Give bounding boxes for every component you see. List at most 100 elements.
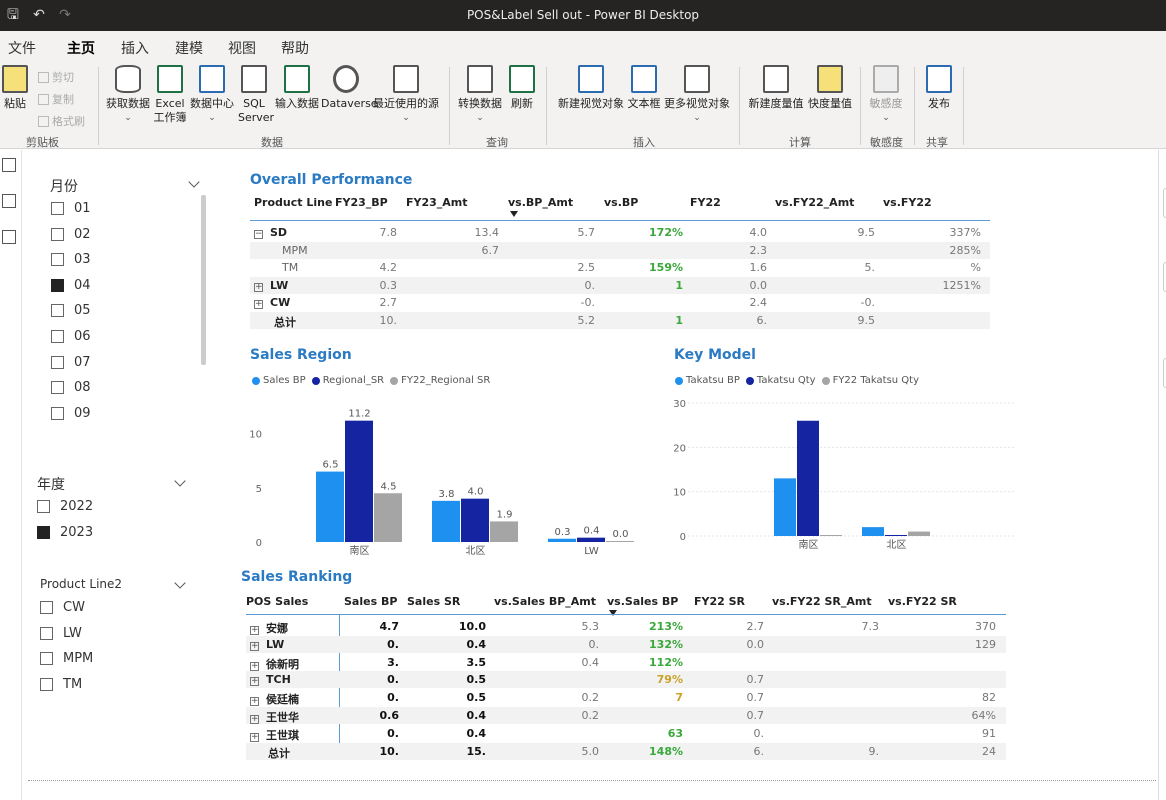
collapse-icon[interactable]: − xyxy=(254,229,263,239)
table-row[interactable]: + 徐新明 3. 3.5 0.4 112% xyxy=(246,654,1006,671)
more-visuals-button[interactable]: 更多视觉对象 ⌄ xyxy=(662,65,732,125)
column-header[interactable]: vs.Sales BP_Amt xyxy=(494,595,596,608)
checkbox[interactable] xyxy=(40,652,53,665)
slicer-option[interactable]: MPM xyxy=(40,651,93,666)
checkbox-checked[interactable] xyxy=(51,278,64,292)
model-view-icon[interactable] xyxy=(2,230,16,244)
bar[interactable] xyxy=(432,500,460,542)
column-header[interactable]: vs.BP_Amt xyxy=(508,196,573,209)
checkbox[interactable] xyxy=(51,202,64,215)
column-header[interactable]: vs.Sales BP xyxy=(607,595,678,608)
expand-icon[interactable]: + xyxy=(250,640,259,651)
bar[interactable] xyxy=(797,420,819,536)
slicer-option[interactable]: 08 xyxy=(51,380,91,395)
tab-file[interactable]: 文件 xyxy=(8,41,36,57)
column-header[interactable]: Product Line xyxy=(254,196,332,209)
table-row[interactable]: + LW 0. 0.4 0. 132% 0.0 129 xyxy=(246,635,1006,653)
expand-icon[interactable]: + xyxy=(250,731,259,742)
slicer-option[interactable]: 07 xyxy=(51,355,91,370)
paste-button[interactable]: 粘贴 xyxy=(2,65,28,111)
publish-button[interactable]: 发布 xyxy=(922,65,956,111)
sql-server-button[interactable]: SQL Server xyxy=(238,65,274,125)
bar[interactable] xyxy=(885,535,907,536)
checkbox[interactable] xyxy=(51,253,64,267)
table-row[interactable]: + 侯廷楠 0. 0.5 0.2 7 0.7 82 xyxy=(246,689,1006,707)
bar[interactable] xyxy=(345,420,373,542)
table-row[interactable]: + CW 2.7 -0. 2.4 -0. xyxy=(250,294,990,311)
excel-button[interactable]: Excel 工作簿 xyxy=(153,65,187,125)
expand-icon[interactable]: + xyxy=(250,696,259,707)
column-header[interactable]: vs.FY22 SR xyxy=(888,595,957,608)
data-view-icon[interactable] xyxy=(2,194,16,208)
format-painter-button[interactable]: 格式刷 xyxy=(38,113,85,129)
new-measure-button[interactable]: 新建度量值 xyxy=(746,65,806,111)
report-view-icon[interactable] xyxy=(2,158,16,172)
expand-icon[interactable]: + xyxy=(254,299,263,310)
tab-modeling[interactable]: 建模 xyxy=(175,41,203,57)
checkbox[interactable] xyxy=(51,227,64,241)
sensitivity-button[interactable]: 敏感度 ⌄ xyxy=(866,65,906,125)
checkbox[interactable] xyxy=(51,381,64,395)
expand-icon[interactable]: + xyxy=(250,714,259,724)
table-row[interactable]: MPM 6.7 2.3 285% xyxy=(250,241,990,259)
checkbox[interactable] xyxy=(40,626,53,640)
bar[interactable] xyxy=(774,478,796,536)
table-row[interactable]: + 王世华 0.6 0.4 0.2 0.7 64% xyxy=(246,707,1006,724)
table-row[interactable]: + LW 0.3 0. 1 0.0 1251% xyxy=(250,276,990,294)
tab-insert[interactable]: 插入 xyxy=(121,41,149,57)
column-header[interactable]: vs.BP xyxy=(604,196,638,209)
recent-sources-button[interactable]: 最近使用的源 ⌄ xyxy=(372,65,440,125)
column-header[interactable]: vs.FY22_Amt xyxy=(775,196,854,209)
slicer-option[interactable]: 01 xyxy=(51,201,91,216)
column-header[interactable]: FY22 SR xyxy=(694,595,745,608)
slicer-option[interactable]: 05 xyxy=(51,303,91,318)
tab-view[interactable]: 视图 xyxy=(228,41,256,57)
bar[interactable] xyxy=(820,535,842,536)
column-header[interactable]: POS Sales xyxy=(246,595,308,608)
checkbox[interactable] xyxy=(51,355,64,369)
tab-help[interactable]: 帮助 xyxy=(281,41,309,57)
checkbox[interactable] xyxy=(40,601,53,614)
refresh-button[interactable]: 刷新 xyxy=(507,65,537,111)
text-box-button[interactable]: 文本框 xyxy=(626,65,662,111)
column-header[interactable]: FY23_Amt xyxy=(406,196,468,209)
dataverse-button[interactable]: Dataverse xyxy=(321,65,378,111)
table-row[interactable]: TM 4.2 2.5 159% 1.6 5.% xyxy=(250,259,990,276)
table-row[interactable]: + TCH 0. 0.5 79% 0.7 xyxy=(246,671,1006,689)
slicer-option[interactable]: 2023 xyxy=(37,525,93,540)
bar[interactable] xyxy=(490,521,518,542)
slicer-option[interactable]: TM xyxy=(40,677,82,692)
get-data-button[interactable]: 获取数据 ⌄ xyxy=(104,65,152,125)
filters-pane-tab[interactable] xyxy=(1163,188,1166,218)
table-row[interactable]: − SD 7.8 13.4 5.7 172% 4.0 9.5 337% xyxy=(250,224,990,241)
expand-icon[interactable]: + xyxy=(254,281,263,292)
slicer-option[interactable]: CW xyxy=(40,600,85,615)
cut-button[interactable]: 剪切 xyxy=(38,69,74,85)
expand-icon[interactable]: + xyxy=(250,625,259,635)
slicer-option[interactable]: LW xyxy=(40,626,82,641)
fields-pane-tab[interactable] xyxy=(1163,358,1166,388)
checkbox[interactable] xyxy=(37,500,50,513)
checkbox[interactable] xyxy=(40,677,53,691)
column-header[interactable]: vs.FY22 xyxy=(883,196,932,209)
visualizations-pane-tab[interactable] xyxy=(1163,262,1166,292)
column-header[interactable]: Sales BP xyxy=(344,595,397,608)
column-header[interactable]: Sales SR xyxy=(407,595,460,608)
bar[interactable] xyxy=(374,493,402,542)
bar[interactable] xyxy=(862,527,884,536)
bar[interactable] xyxy=(606,541,634,542)
save-icon[interactable]: 🖫 xyxy=(7,7,19,23)
bar[interactable] xyxy=(461,498,489,542)
sort-descending-icon[interactable] xyxy=(510,211,518,217)
sort-descending-icon[interactable] xyxy=(609,610,617,616)
enter-data-button[interactable]: 输入数据 xyxy=(273,65,321,111)
slicer-option[interactable]: 09 xyxy=(51,406,91,421)
sales-region-chart[interactable]: 0 5 10 6.5 11.2 4.5 南区 3.8 4.0 1.9 北区 0.3 0.4 0.0 LW xyxy=(245,392,665,562)
bar[interactable] xyxy=(577,537,605,542)
quick-measure-button[interactable]: 快度量值 xyxy=(806,65,854,111)
table-row[interactable]: 总计 10. 15. 5.0 148% 6. 9. 24 xyxy=(246,742,1006,760)
key-model-chart[interactable]: 0 10 20 30 南区 北区 xyxy=(668,392,1018,562)
slicer-option[interactable]: 03 xyxy=(51,252,91,267)
column-header[interactable]: FY22 xyxy=(690,196,721,209)
transform-data-button[interactable]: 转换数据 ⌄ xyxy=(456,65,504,125)
